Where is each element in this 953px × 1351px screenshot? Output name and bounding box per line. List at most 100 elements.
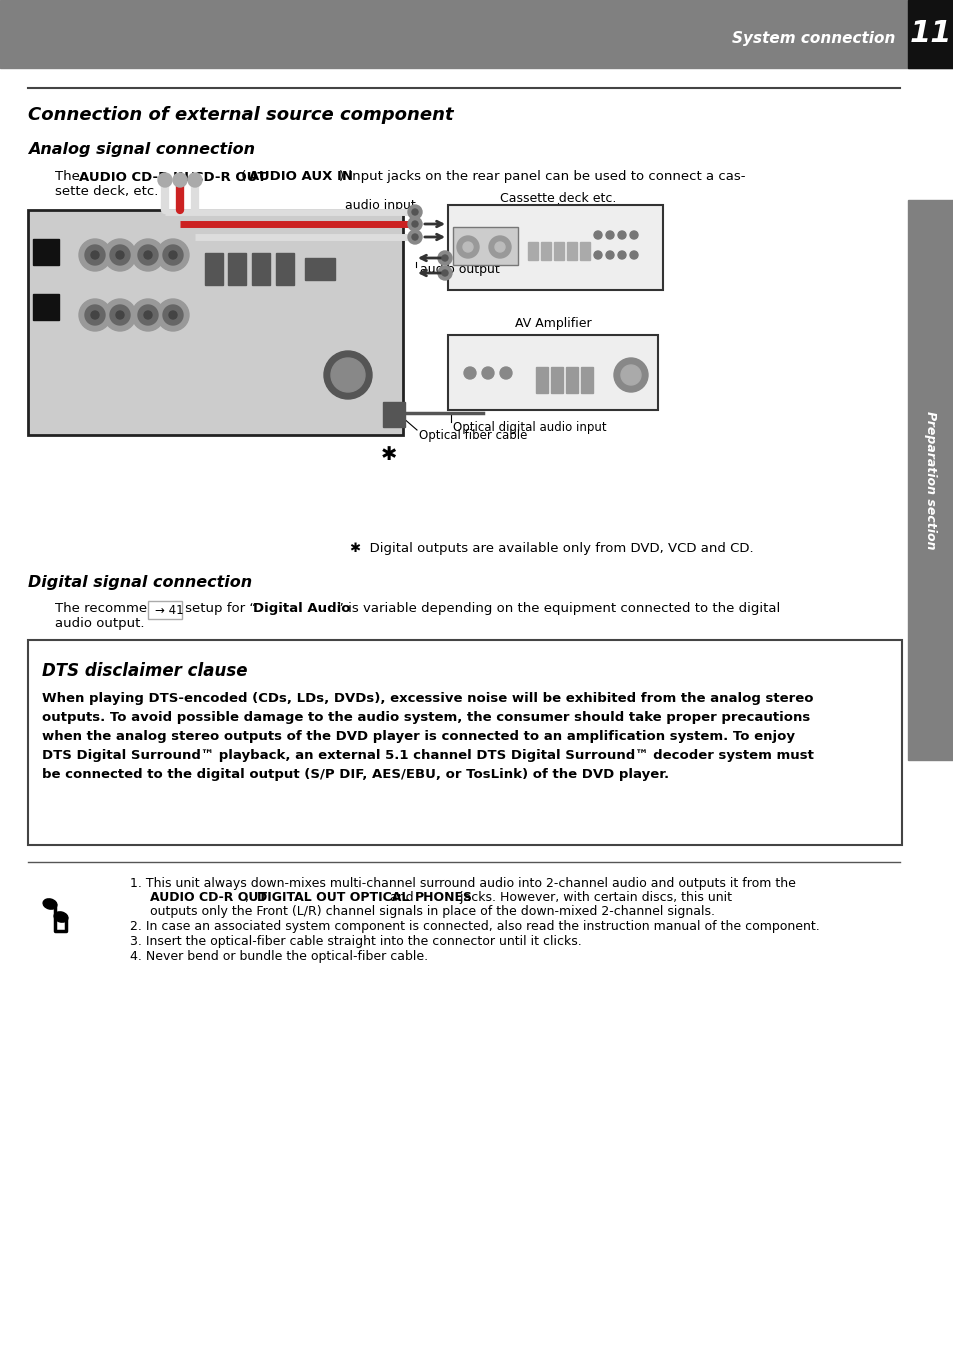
- FancyBboxPatch shape: [28, 640, 901, 844]
- Circle shape: [437, 251, 452, 265]
- Circle shape: [412, 222, 417, 227]
- Circle shape: [594, 231, 601, 239]
- Circle shape: [172, 173, 187, 186]
- Circle shape: [412, 209, 417, 215]
- Text: Digital signal connection: Digital signal connection: [28, 576, 252, 590]
- Circle shape: [85, 245, 105, 265]
- Text: and: and: [386, 892, 417, 904]
- Circle shape: [157, 299, 189, 331]
- Ellipse shape: [43, 898, 57, 909]
- Bar: [305, 258, 335, 280]
- Bar: [228, 253, 246, 285]
- Text: 1. This unit always down-mixes multi-channel surround audio into 2-channel audio: 1. This unit always down-mixes multi-cha…: [130, 877, 795, 890]
- Bar: [382, 403, 405, 427]
- Circle shape: [132, 299, 164, 331]
- Circle shape: [163, 305, 183, 326]
- Bar: [565, 367, 578, 393]
- Text: 3. Insert the optical-fiber cable straight into the connector until it clicks.: 3. Insert the optical-fiber cable straig…: [130, 935, 581, 948]
- Text: audio input: audio input: [345, 199, 416, 212]
- Circle shape: [79, 299, 111, 331]
- Circle shape: [463, 367, 476, 380]
- Circle shape: [620, 365, 640, 385]
- Circle shape: [138, 245, 158, 265]
- Circle shape: [110, 245, 130, 265]
- Circle shape: [618, 231, 625, 239]
- Bar: [28, 209, 402, 435]
- Circle shape: [605, 231, 614, 239]
- FancyBboxPatch shape: [148, 601, 182, 619]
- Circle shape: [605, 251, 614, 259]
- Bar: [527, 242, 537, 259]
- Text: The recommended setup for “: The recommended setup for “: [55, 603, 256, 615]
- Bar: [33, 295, 59, 320]
- Text: System connection: System connection: [731, 31, 894, 46]
- Circle shape: [116, 311, 124, 319]
- Circle shape: [437, 266, 452, 280]
- Bar: [554, 242, 563, 259]
- Text: AUDIO CD-R OUT: AUDIO CD-R OUT: [150, 892, 267, 904]
- Circle shape: [481, 367, 494, 380]
- Text: DTS disclaimer clause: DTS disclaimer clause: [42, 662, 247, 680]
- Bar: [252, 253, 270, 285]
- Circle shape: [138, 305, 158, 326]
- Circle shape: [144, 311, 152, 319]
- Circle shape: [91, 311, 99, 319]
- Circle shape: [144, 251, 152, 259]
- Bar: [205, 253, 223, 285]
- Circle shape: [629, 231, 638, 239]
- Ellipse shape: [54, 912, 68, 923]
- Circle shape: [499, 367, 512, 380]
- Text: DIGITAL OUT OPTICAL: DIGITAL OUT OPTICAL: [256, 892, 409, 904]
- Bar: [907, 200, 953, 761]
- Circle shape: [110, 305, 130, 326]
- Text: (: (: [236, 170, 246, 182]
- Circle shape: [169, 251, 177, 259]
- Text: 11: 11: [909, 19, 951, 49]
- Circle shape: [408, 205, 421, 219]
- Text: PHONES: PHONES: [415, 892, 473, 904]
- Bar: [453, 227, 517, 265]
- Circle shape: [188, 173, 202, 186]
- Text: Preparation section: Preparation section: [923, 411, 937, 550]
- Bar: [907, 0, 953, 68]
- Text: AUDIO CD-R IN/CD-R OUT: AUDIO CD-R IN/CD-R OUT: [79, 170, 266, 182]
- Circle shape: [158, 173, 172, 186]
- Circle shape: [104, 239, 136, 272]
- Text: ✱  Digital outputs are available only from DVD, VCD and CD.: ✱ Digital outputs are available only fro…: [350, 542, 753, 555]
- Circle shape: [408, 230, 421, 245]
- Text: Analog signal connection: Analog signal connection: [28, 142, 254, 157]
- Text: → 41: → 41: [154, 604, 183, 616]
- Text: 4. Never bend or bundle the optical-fiber cable.: 4. Never bend or bundle the optical-fibe…: [130, 950, 428, 963]
- Bar: [448, 205, 662, 290]
- Text: audio output.: audio output.: [55, 617, 144, 630]
- Circle shape: [618, 251, 625, 259]
- Circle shape: [132, 239, 164, 272]
- Circle shape: [324, 351, 372, 399]
- Text: DTS Digital Surround™ playback, an external 5.1 channel DTS Digital Surround™ de: DTS Digital Surround™ playback, an exter…: [42, 748, 813, 762]
- Bar: [0, 0, 953, 68]
- Text: 2. In case an associated system component is connected, also read the instructio: 2. In case an associated system componen…: [130, 920, 819, 934]
- Bar: [275, 253, 294, 285]
- Circle shape: [441, 270, 448, 276]
- Text: sette deck, etc.: sette deck, etc.: [55, 185, 158, 199]
- Text: Connection of external source component: Connection of external source component: [28, 105, 453, 124]
- Text: ” is variable depending on the equipment connected to the digital: ” is variable depending on the equipment…: [336, 603, 780, 615]
- Circle shape: [331, 358, 365, 392]
- Text: AUDIO AUX IN: AUDIO AUX IN: [249, 170, 353, 182]
- Bar: [579, 242, 589, 259]
- Bar: [540, 242, 551, 259]
- Text: ✱: ✱: [380, 446, 396, 465]
- Circle shape: [408, 218, 421, 231]
- Circle shape: [91, 251, 99, 259]
- Text: audio output: audio output: [419, 263, 499, 277]
- Circle shape: [489, 236, 511, 258]
- Bar: [536, 367, 547, 393]
- Text: Cassette deck etc.: Cassette deck etc.: [499, 192, 616, 204]
- Circle shape: [163, 245, 183, 265]
- Circle shape: [169, 311, 177, 319]
- Bar: [551, 367, 562, 393]
- Circle shape: [104, 299, 136, 331]
- Text: be connected to the digital output (S/P DIF, AES/EBU, or TosLink) of the DVD pla: be connected to the digital output (S/P …: [42, 767, 668, 781]
- Text: jacks. However, with certain discs, this unit: jacks. However, with certain discs, this…: [456, 892, 731, 904]
- Circle shape: [441, 255, 448, 261]
